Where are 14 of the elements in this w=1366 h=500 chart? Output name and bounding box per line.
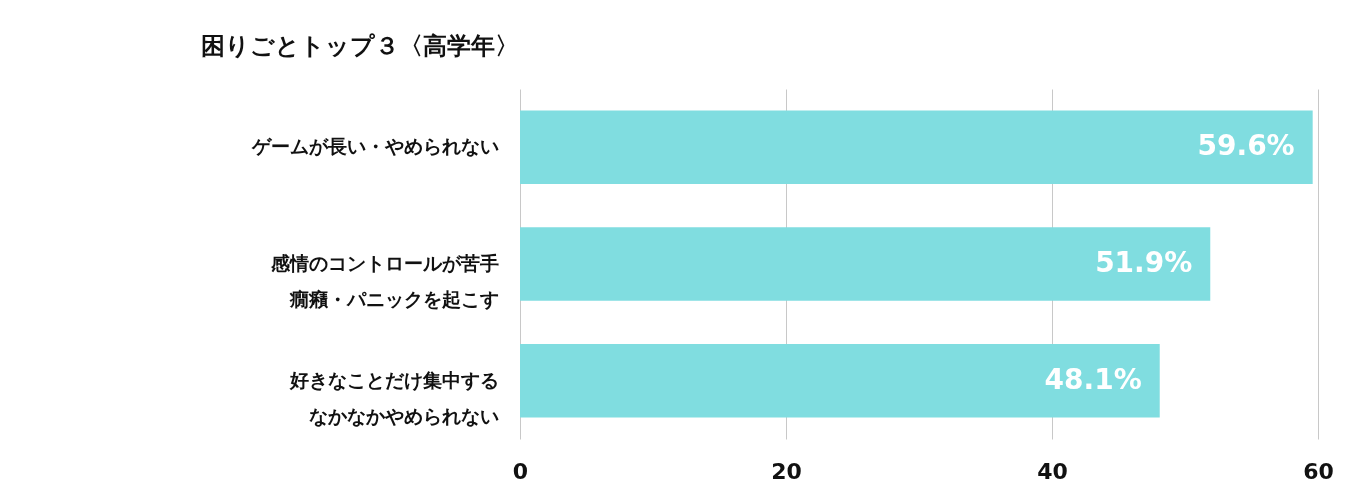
x-tick-label: 40 bbox=[1037, 458, 1068, 484]
data-label: 48.1% bbox=[1044, 362, 1142, 396]
x-tick-label: 20 bbox=[771, 458, 802, 484]
bar bbox=[520, 343, 1160, 418]
data-label: 51.9% bbox=[1095, 246, 1193, 279]
bar bbox=[520, 110, 1313, 185]
data-label: 59.6% bbox=[1197, 129, 1295, 163]
x-tick-label: 0 bbox=[512, 458, 529, 484]
x-tick-label: 60 bbox=[1303, 458, 1334, 484]
y-tick-label: 好きなことだけ集中するなかなかやめられない bbox=[288, 368, 499, 427]
y-tick-label: ゲームが長い・やめられない bbox=[250, 135, 499, 158]
y-tick-label: 感情のコントロールが苦手癇癪・パニックを起こす bbox=[269, 252, 499, 310]
chart-title: 困りごとトップ３〈高学年〉 bbox=[201, 32, 519, 60]
bar bbox=[520, 227, 1211, 301]
